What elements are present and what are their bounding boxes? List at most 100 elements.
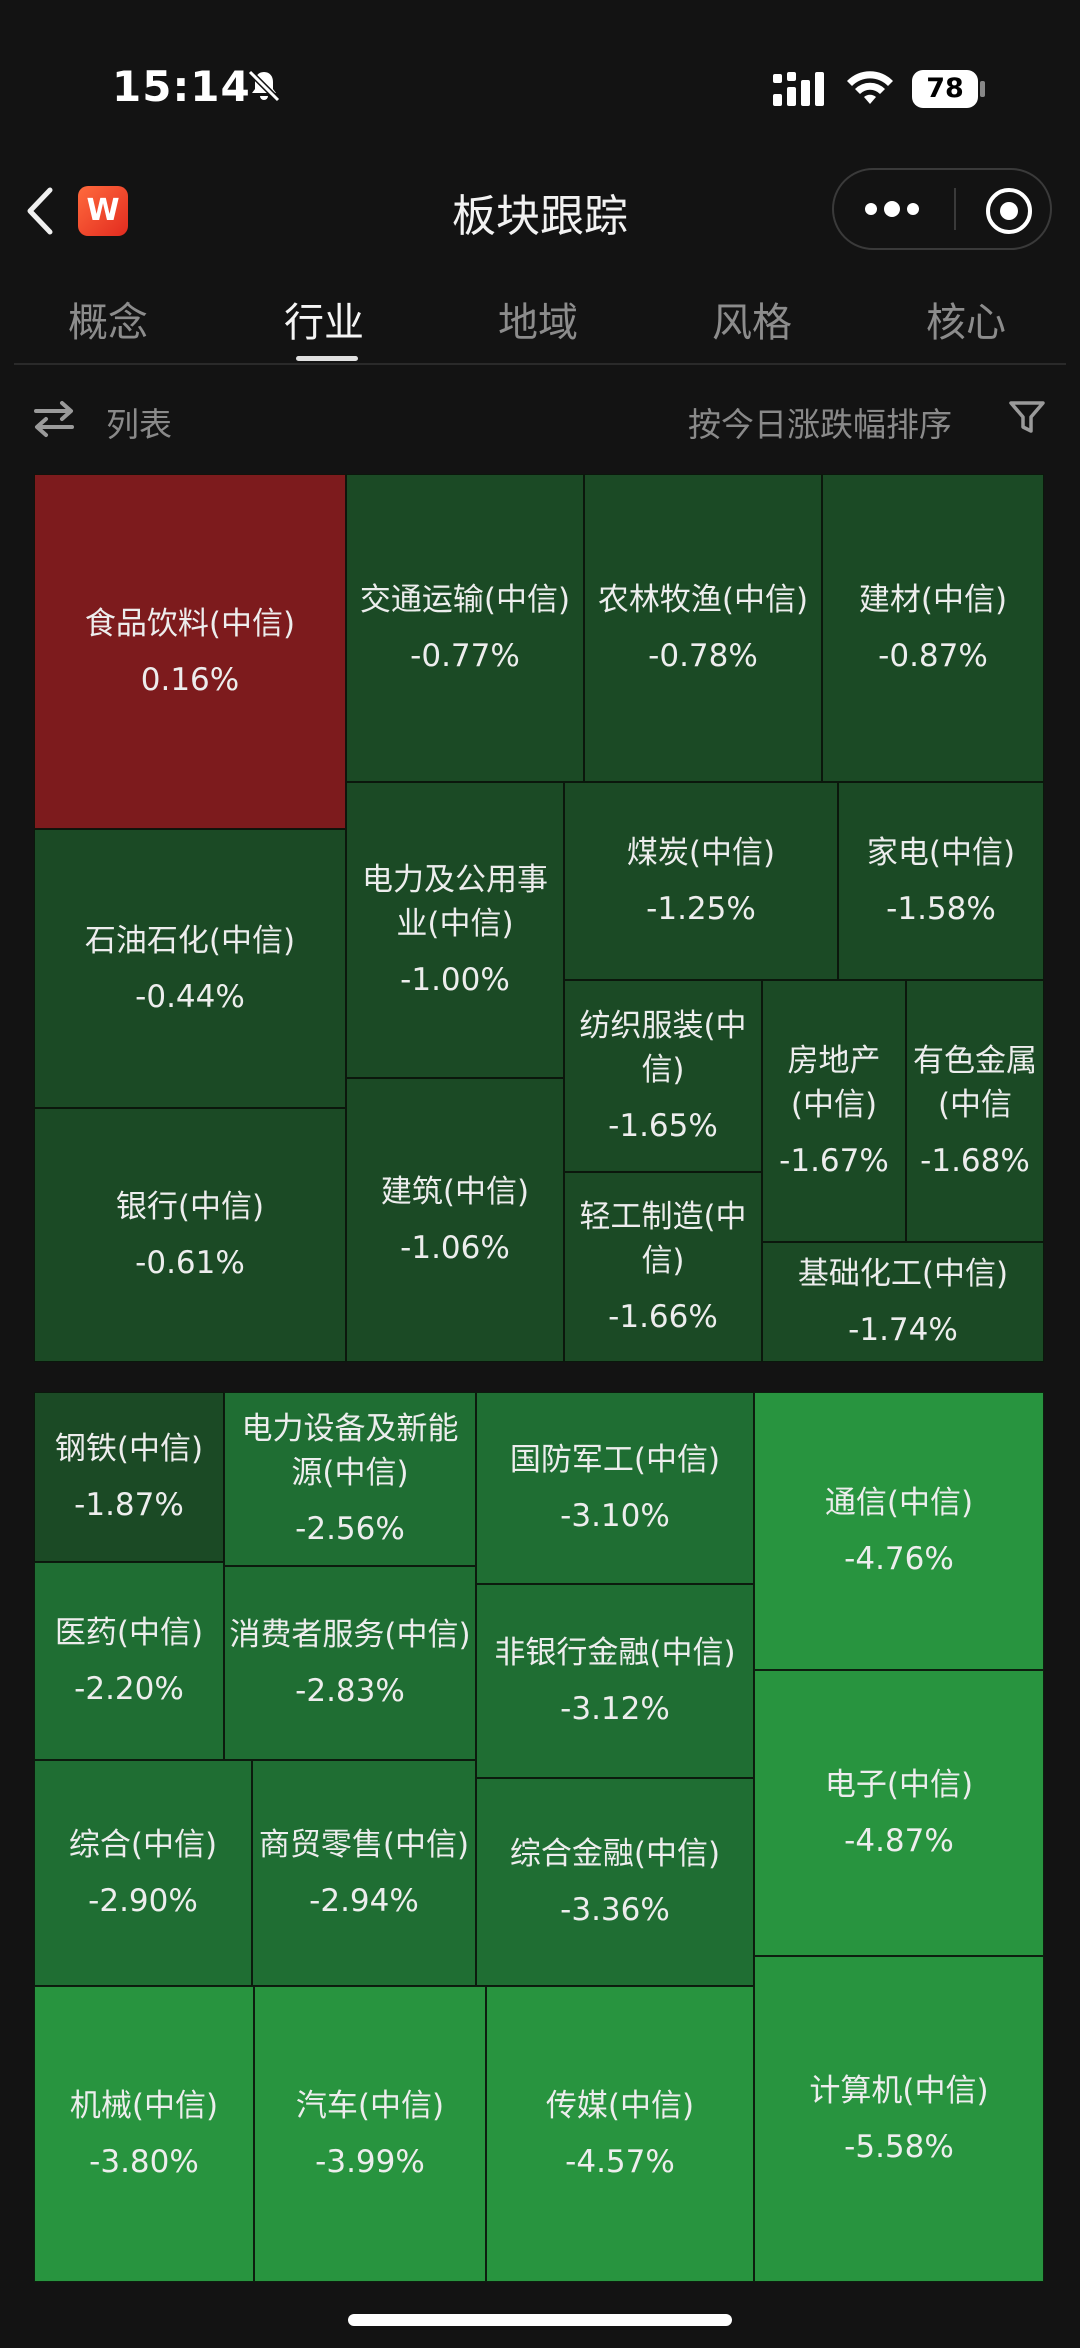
tab-concept[interactable]: 概念: [68, 300, 148, 346]
mini-program-capsule: [832, 168, 1052, 250]
sector-tile[interactable]: 基础化工(中信) -1.74%: [762, 1242, 1044, 1362]
sector-tile[interactable]: 商贸零售(中信) -2.94%: [252, 1760, 476, 1986]
sector-tile[interactable]: 非银行金融(中信) -3.12%: [476, 1584, 754, 1778]
sector-tile[interactable]: 综合(中信) -2.90%: [34, 1760, 252, 1986]
sector-change: -1.58%: [886, 891, 996, 927]
sector-tile[interactable]: 国防军工(中信) -3.10%: [476, 1392, 754, 1584]
record-target-icon[interactable]: [984, 186, 1034, 236]
sector-change: -2.83%: [295, 1673, 405, 1709]
signal-icon: [773, 72, 824, 106]
sector-tile[interactable]: 家电(中信) -1.58%: [838, 782, 1044, 980]
sector-name: 国防军工(中信): [509, 1442, 721, 1478]
list-view-toggle[interactable]: 列表: [106, 405, 172, 444]
sector-name: 医药(中信): [54, 1615, 204, 1651]
sector-tile[interactable]: 机械(中信) -3.80%: [34, 1986, 254, 2282]
wifi-icon: [847, 71, 893, 104]
sector-tile[interactable]: 电子(中信) -4.87%: [754, 1670, 1044, 1956]
sector-change: -3.99%: [315, 2144, 425, 2180]
home-indicator: [348, 2314, 732, 2326]
sector-tile[interactable]: 煤炭(中信) -1.25%: [564, 782, 838, 980]
sector-change: 0.16%: [140, 661, 240, 698]
sector-tile[interactable]: 电力及公用事业(中信) -1.00%: [346, 782, 564, 1078]
sector-change: -4.87%: [844, 1823, 954, 1859]
sector-tile[interactable]: 医药(中信) -2.20%: [34, 1562, 224, 1760]
sector-name: 食品饮料(中信): [84, 605, 296, 642]
sector-tile[interactable]: 轻工制造(中信) -1.66%: [564, 1172, 762, 1362]
sector-change: -4.57%: [565, 2144, 675, 2180]
sector-tile[interactable]: 通信(中信) -4.76%: [754, 1392, 1044, 1670]
sort-selector[interactable]: 按今日涨跌幅排序: [688, 405, 952, 444]
sector-change: -3.10%: [560, 1498, 670, 1534]
tab-region[interactable]: 地域: [498, 300, 578, 346]
sector-tile[interactable]: 消费者服务(中信) -2.83%: [224, 1566, 476, 1760]
sector-tile[interactable]: 综合金融(中信) -3.36%: [476, 1778, 754, 1986]
sector-change: -3.36%: [560, 1892, 670, 1928]
sector-name: 轻工制造(中信): [579, 1199, 747, 1279]
sector-change: -1.66%: [608, 1299, 718, 1335]
sector-tile[interactable]: 银行(中信) -0.61%: [34, 1108, 346, 1362]
sector-name: 汽车(中信): [295, 2088, 445, 2124]
sector-change: -0.78%: [648, 638, 758, 674]
sector-name: 商贸零售(中信): [258, 1827, 470, 1863]
sector-tile[interactable]: 农林牧渔(中信) -0.78%: [584, 474, 822, 782]
capsule-divider: [954, 188, 956, 230]
sector-change: -0.87%: [878, 638, 988, 674]
sector-tile[interactable]: 房地产(中信) -1.67%: [762, 980, 906, 1242]
sector-name: 钢铁(中信): [54, 1431, 204, 1467]
sector-name: 综合金融(中信): [509, 1836, 721, 1872]
sector-change: -5.58%: [844, 2129, 954, 2165]
sector-change: -1.87%: [74, 1487, 184, 1523]
sector-name: 石油石化(中信): [84, 922, 296, 959]
sector-change: -1.68%: [920, 1143, 1030, 1179]
sector-tile[interactable]: 纺织服装(中信) -1.65%: [564, 980, 762, 1172]
sector-change: -2.94%: [309, 1883, 419, 1919]
sector-change: -1.06%: [400, 1230, 510, 1266]
sector-change: -4.76%: [844, 1541, 954, 1577]
sector-tile[interactable]: 交通运输(中信) -0.77%: [346, 474, 584, 782]
sector-tile[interactable]: 电力设备及新能源(中信) -2.56%: [224, 1392, 476, 1566]
sector-change: -1.74%: [848, 1312, 958, 1348]
sector-change: -3.12%: [560, 1691, 670, 1727]
tab-industry[interactable]: 行业: [284, 300, 364, 346]
tab-style[interactable]: 风格: [712, 300, 792, 346]
sector-tile[interactable]: 汽车(中信) -3.99%: [254, 1986, 486, 2282]
sector-name: 通信(中信): [824, 1485, 974, 1521]
sector-tile[interactable]: 食品饮料(中信) 0.16%: [34, 474, 346, 829]
app-logo: W: [78, 186, 128, 236]
sector-tile[interactable]: 建筑(中信) -1.06%: [346, 1078, 564, 1362]
sector-name: 综合(中信): [68, 1827, 218, 1863]
sector-tile[interactable]: 计算机(中信) -5.58%: [754, 1956, 1044, 2282]
sector-change: -3.80%: [89, 2144, 199, 2180]
sector-name: 基础化工(中信): [797, 1256, 1009, 1292]
sector-change: -2.90%: [88, 1883, 198, 1919]
status-time: 15:14: [112, 62, 251, 111]
tabs-divider: [14, 363, 1066, 365]
battery-tip: [980, 81, 985, 97]
sector-name: 机械(中信): [69, 2088, 219, 2124]
sector-change: -1.25%: [646, 891, 756, 927]
filter-icon[interactable]: [1008, 400, 1046, 436]
sector-name: 计算机(中信): [809, 2073, 989, 2109]
tab-core[interactable]: 核心: [926, 300, 1006, 346]
sector-tile[interactable]: 有色金属(中信 -1.68%: [906, 980, 1044, 1242]
sector-tile[interactable]: 建材(中信) -0.87%: [822, 474, 1044, 782]
sector-name: 非银行金融(中信): [494, 1635, 736, 1671]
sector-tile[interactable]: 石油石化(中信) -0.44%: [34, 829, 346, 1108]
sector-change: -1.00%: [400, 962, 510, 998]
sector-change: -1.65%: [608, 1108, 718, 1144]
sector-name: 有色金属(中信: [913, 1043, 1037, 1123]
sector-change: -0.61%: [135, 1245, 245, 1281]
more-dots-icon[interactable]: [862, 196, 922, 222]
sector-name: 建材(中信): [858, 582, 1008, 618]
sector-tile[interactable]: 传媒(中信) -4.57%: [486, 1986, 754, 2282]
page-title: 板块跟踪: [452, 191, 628, 242]
swap-icon[interactable]: [34, 400, 74, 438]
sector-name: 煤炭(中信): [626, 835, 776, 871]
sector-change: -2.56%: [295, 1511, 405, 1547]
back-icon[interactable]: [22, 186, 58, 236]
sector-tile[interactable]: 钢铁(中信) -1.87%: [34, 1392, 224, 1562]
sector-change: -0.77%: [410, 638, 520, 674]
sector-name: 交通运输(中信): [359, 582, 571, 618]
sector-name: 电子(中信): [824, 1767, 974, 1803]
sector-name: 电力设备及新能源(中信): [241, 1411, 459, 1491]
